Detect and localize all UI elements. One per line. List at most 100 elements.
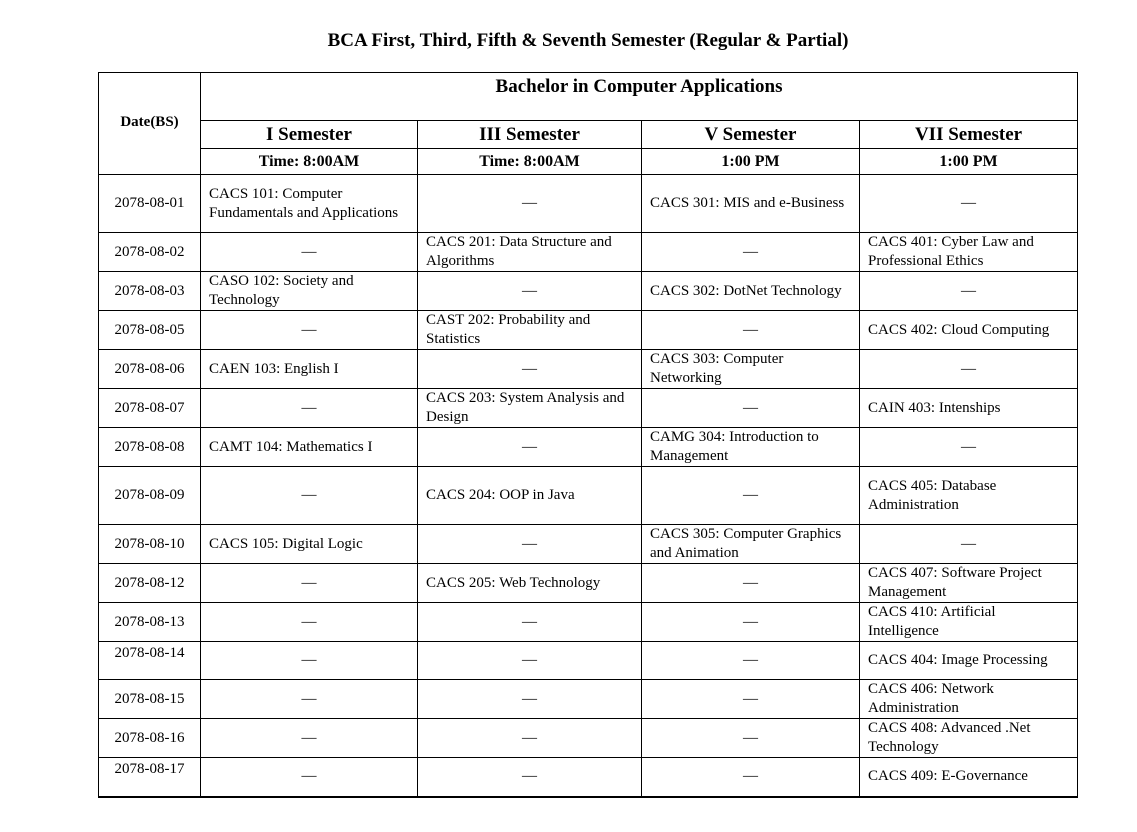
no-exam-cell: — <box>858 271 1079 311</box>
table-row: 2078-08-10 CACS 105: Digital Logic — CACS 3… <box>98 524 1079 564</box>
exam-date: 2078-08-15 <box>98 679 201 719</box>
schedule-body: 2078-08-01 CACS 101: Computer Fundamental… <box>98 174 1079 798</box>
no-exam-cell: — <box>200 232 418 272</box>
exam-date: 2078-08-07 <box>98 388 201 428</box>
no-exam-cell: — <box>200 602 418 642</box>
subject-cell: CASO 102: Society and Technology <box>200 271 418 311</box>
no-exam-cell: — <box>417 174 642 233</box>
subject-cell: CACS 301: MIS and e-Business <box>641 174 860 233</box>
no-exam-cell: — <box>858 427 1079 467</box>
exam-date: 2078-08-10 <box>98 524 201 564</box>
table-row: 2078-08-12— CACS 205: Web Technology — CACS… <box>98 563 1079 603</box>
subject-cell: CAIN 403: Intenships <box>858 388 1079 428</box>
table-row: 2078-08-01 CACS 101: Computer Fundamental… <box>98 174 1079 233</box>
table-row: 2078-08-08 CAMT 104: Mathematics I — CAMG 3… <box>98 427 1079 467</box>
subject-cell: CACS 410: Artificial Intelligence <box>858 602 1079 642</box>
time-header: Time: 8:00AM <box>417 148 642 175</box>
no-exam-cell: — <box>641 232 860 272</box>
no-exam-cell: — <box>200 388 418 428</box>
semester-header: I Semester <box>200 120 418 149</box>
exam-date: 2078-08-01 <box>98 174 201 233</box>
no-exam-cell: — <box>641 310 860 350</box>
no-exam-cell: — <box>641 466 860 525</box>
subject-cell: CAST 202: Probability and Statistics <box>417 310 642 350</box>
subject-cell: CACS 404: Image Processing <box>858 641 1079 680</box>
subject-cell: CACS 201: Data Structure and Algorithms <box>417 232 642 272</box>
table-row: 2078-08-17— — — CACS 409: E-Governance <box>98 757 1079 798</box>
subject-cell: CACS 408: Advanced .Net Technology <box>858 718 1079 758</box>
time-header: 1:00 PM <box>641 148 860 175</box>
subject-cell: CACS 401: Cyber Law and Professional Eth… <box>858 232 1079 272</box>
subject-cell: CAMT 104: Mathematics I <box>200 427 418 467</box>
subject-cell: CAEN 103: English I <box>200 349 418 389</box>
semester-header: VII Semester <box>858 120 1079 149</box>
subject-cell: CACS 105: Digital Logic <box>200 524 418 564</box>
no-exam-cell: — <box>641 757 860 798</box>
no-exam-cell: — <box>200 563 418 603</box>
subject-cell: CACS 406: Network Administration <box>858 679 1079 719</box>
no-exam-cell: — <box>641 602 860 642</box>
subject-cell: CACS 305: Computer Graphics and Animatio… <box>641 524 860 564</box>
program-header: Bachelor in Computer Applications <box>199 72 1079 121</box>
exam-date: 2078-08-12 <box>98 563 201 603</box>
no-exam-cell: — <box>200 679 418 719</box>
subject-cell: CACS 302: DotNet Technology <box>641 271 860 311</box>
subject-cell: CACS 303: Computer Networking <box>641 349 860 389</box>
no-exam-cell: — <box>858 174 1079 233</box>
no-exam-cell: — <box>641 679 860 719</box>
exam-date: 2078-08-16 <box>98 718 201 758</box>
date-column-header: Date(BS) <box>98 72 201 175</box>
exam-date: 2078-08-17 <box>98 757 201 798</box>
no-exam-cell: — <box>417 641 642 680</box>
document-title: BCA First, Third, Fifth & Seventh Semest… <box>327 30 849 51</box>
no-exam-cell: — <box>417 679 642 719</box>
table-row: 2078-08-07— CACS 203: System Analysis and… <box>98 388 1079 428</box>
subject-cell: CAMG 304: Introduction to Management <box>641 427 860 467</box>
subject-cell: CACS 101: Computer Fundamentals and Appl… <box>200 174 418 233</box>
table-row: 2078-08-05— CAST 202: Probability and Sta… <box>98 310 1079 350</box>
no-exam-cell: — <box>641 563 860 603</box>
exam-date: 2078-08-09 <box>98 466 201 525</box>
table-row: 2078-08-15— — — CACS 406: Network Administr… <box>98 679 1079 719</box>
table-row: 2078-08-14— — — CACS 404: Image Processing <box>98 641 1079 680</box>
no-exam-cell: — <box>417 718 642 758</box>
subject-cell: CACS 407: Software Project Management <box>858 563 1079 603</box>
no-exam-cell: — <box>417 427 642 467</box>
exam-date: 2078-08-03 <box>98 271 201 311</box>
no-exam-cell: — <box>200 757 418 798</box>
semester-header: V Semester <box>641 120 860 149</box>
exam-date: 2078-08-05 <box>98 310 201 350</box>
table-row: 2078-08-02— CACS 201: Data Structure and … <box>98 232 1079 272</box>
no-exam-cell: — <box>200 310 418 350</box>
no-exam-cell: — <box>641 718 860 758</box>
exam-date: 2078-08-13 <box>98 602 201 642</box>
table-row: 2078-08-06 CAEN 103: English I — CACS 303: … <box>98 349 1079 389</box>
subject-cell: CACS 204: OOP in Java <box>417 466 642 525</box>
no-exam-cell: — <box>417 524 642 564</box>
no-exam-cell: — <box>200 466 418 525</box>
no-exam-cell: — <box>417 602 642 642</box>
semester-header: III Semester <box>417 120 642 149</box>
no-exam-cell: — <box>417 271 642 311</box>
table-row: 2078-08-09— CACS 204: OOP in Java — CACS 40… <box>98 466 1079 525</box>
subject-cell: CACS 203: System Analysis and Design <box>417 388 642 428</box>
no-exam-cell: — <box>858 524 1079 564</box>
table-row: 2078-08-03 CASO 102: Society and Technolo… <box>98 271 1079 311</box>
no-exam-cell: — <box>417 757 642 798</box>
no-exam-cell: — <box>858 349 1079 389</box>
subject-cell: CACS 402: Cloud Computing <box>858 310 1079 350</box>
subject-cell: CACS 205: Web Technology <box>417 563 642 603</box>
exam-date: 2078-08-14 <box>98 641 201 680</box>
exam-date: 2078-08-06 <box>98 349 201 389</box>
table-row: 2078-08-16— — — CACS 408: Advanced .Net Tec… <box>98 718 1079 758</box>
no-exam-cell: — <box>641 641 860 680</box>
no-exam-cell: — <box>641 388 860 428</box>
no-exam-cell: — <box>200 718 418 758</box>
exam-schedule-table: Date(BS) Bachelor in Computer Applicatio… <box>98 72 1079 798</box>
time-header: Time: 8:00AM <box>200 148 418 175</box>
time-header: 1:00 PM <box>858 148 1079 175</box>
table-row: 2078-08-13— — — CACS 410: Artificial Intell… <box>98 602 1079 642</box>
exam-date: 2078-08-08 <box>98 427 201 467</box>
no-exam-cell: — <box>417 349 642 389</box>
subject-cell: CACS 409: E-Governance <box>858 757 1079 798</box>
